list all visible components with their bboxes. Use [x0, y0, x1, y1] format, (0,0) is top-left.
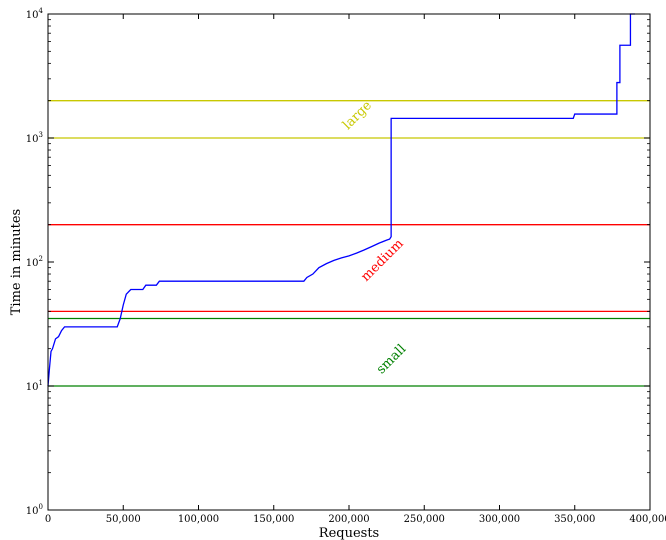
x-tick-label: 100,000: [178, 514, 219, 525]
x-axis-label: Requests: [319, 526, 379, 540]
x-tick-label: 200,000: [328, 514, 369, 525]
y-ticks: 100 101 102 103 104: [26, 7, 650, 517]
plot-background: [48, 14, 650, 510]
y-axis-label: Time in minutes: [9, 209, 24, 315]
x-tick-label: 0: [45, 514, 51, 525]
x-tick-label: 50,000: [106, 514, 141, 525]
x-tick-label: 300,000: [479, 514, 520, 525]
series-line-0: [47, 13, 635, 387]
series-lines: [47, 13, 635, 387]
x-tick-label: 350,000: [554, 514, 595, 525]
y-tick-label: 104: [26, 7, 44, 21]
x-tick-label: 150,000: [253, 514, 294, 525]
x-tick-label: 400,000: [629, 514, 666, 525]
y-tick-label: 101: [26, 379, 43, 393]
y-tick-label: 102: [26, 255, 43, 269]
x-ticks: 0 50,000 100,000 150,000 200,000 250,000 300,0…: [45, 14, 666, 525]
x-tick-label: 250,000: [404, 514, 445, 525]
y-tick-label: 100: [26, 503, 43, 517]
y-tick-label: 103: [26, 131, 43, 145]
